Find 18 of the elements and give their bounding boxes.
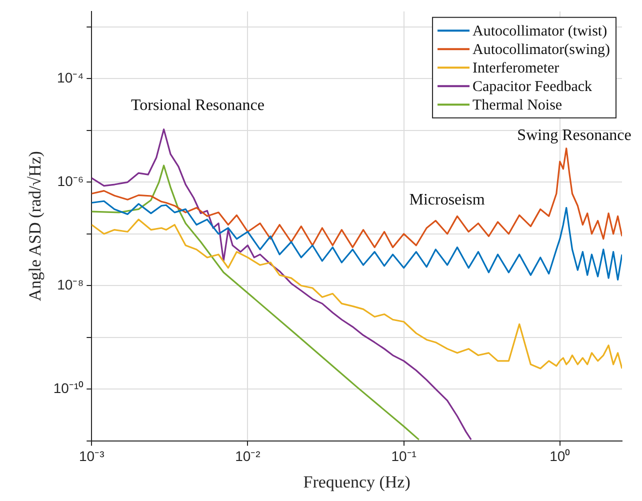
x-tick-label: 10⁻² <box>235 448 261 464</box>
x-tick-label: 10⁻³ <box>79 448 105 464</box>
x-tick-label: 10⁰ <box>550 448 570 464</box>
annotation: Microseism <box>409 192 486 209</box>
x-tick-label: 10⁻¹ <box>391 448 417 464</box>
y-tick-label: 10⁻⁸ <box>57 276 84 292</box>
legend-label: Thermal Noise <box>472 98 562 114</box>
y-axis-title: Angle ASD (rad/√Hz) <box>26 151 45 302</box>
annotation: Torsional Resonance <box>130 97 264 114</box>
y-tick-label: 10⁻⁴ <box>57 70 84 86</box>
legend-label: Autocollimator(swing) <box>472 42 610 58</box>
y-tick-label: 10⁻¹⁰ <box>53 380 84 396</box>
legend-label: Interferometer <box>472 60 560 77</box>
legend-label: Autocollimator (twist) <box>472 24 608 40</box>
legend-label: Capacitor Feedback <box>472 79 593 96</box>
y-tick-label: 10⁻⁶ <box>57 173 84 190</box>
annotation: Swing Resonance <box>517 127 632 144</box>
x-axis-title: Frequency (Hz) <box>303 472 410 492</box>
